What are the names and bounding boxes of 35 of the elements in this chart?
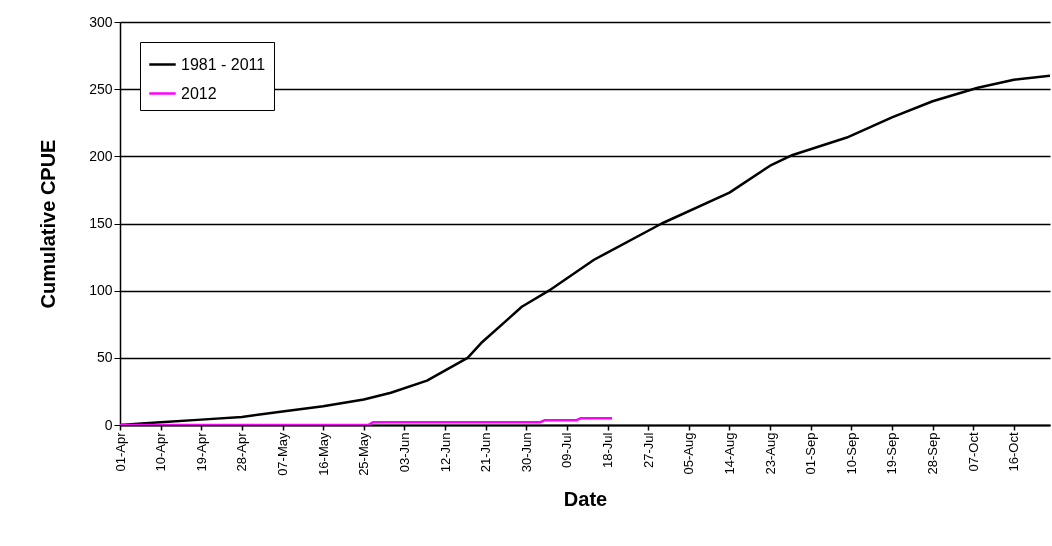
y-tick-label: 50 <box>96 349 113 366</box>
x-axis-title: Date <box>563 487 608 510</box>
x-tick-label: 28-Sep <box>925 432 941 475</box>
x-tick-label: 10-Sep <box>843 432 859 475</box>
x-tick-label: 23-Aug <box>762 432 778 475</box>
y-tick-label: 100 <box>89 282 113 299</box>
x-tick-label: 14-Aug <box>721 432 737 475</box>
x-tick-label: 19-Sep <box>884 432 900 475</box>
x-tick-label: 05-Aug <box>681 432 697 475</box>
x-tick-label: 16-Oct <box>1006 432 1022 472</box>
x-tick-label: 07-Oct <box>965 432 981 472</box>
legend-label: 2012 <box>181 84 217 102</box>
x-tick-label: 12-Jun <box>437 432 453 473</box>
x-tick-label: 03-Jun <box>396 432 412 473</box>
y-tick-label: 250 <box>89 80 113 97</box>
x-tick-label: 01-Sep <box>803 432 819 475</box>
x-tick-label: 21-Jun <box>478 432 494 473</box>
y-tick-label: 300 <box>89 13 113 30</box>
y-tick-label: 0 <box>104 416 113 433</box>
legend-label: 1981 - 2011 <box>181 55 266 73</box>
y-axis-title: Cumulative CPUE <box>37 139 60 309</box>
x-tick-label: 01-Apr <box>112 431 128 472</box>
x-tick-label: 10-Apr <box>153 431 169 472</box>
x-tick-label: 16-May <box>315 432 331 476</box>
line-series <box>120 417 614 425</box>
x-tick-label: 25-May <box>356 432 372 476</box>
x-tick-label: 28-Apr <box>234 431 250 472</box>
x-tick-label: 30-Jun <box>518 432 534 473</box>
y-tick-label: 150 <box>89 215 113 231</box>
x-tick-label: 09-Jul <box>559 432 575 468</box>
y-tick-label: 200 <box>89 147 113 164</box>
x-tick-label: 07-May <box>275 432 291 476</box>
x-tick-label: 18-Jul <box>600 432 616 468</box>
x-tick-label: 27-Jul <box>640 432 656 468</box>
x-tick-label: 19-Apr <box>193 431 209 472</box>
